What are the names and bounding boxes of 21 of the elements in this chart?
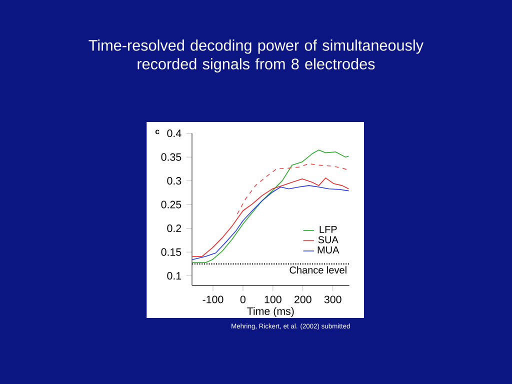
ref-line-label: Chance level	[290, 266, 346, 274]
y-tick-label: 0.15	[161, 248, 182, 256]
y-tick-label: 0.25	[161, 200, 182, 208]
x-tick-label: 0	[240, 296, 246, 304]
x-tick-label: -100	[202, 296, 224, 304]
y-tick-label: 0.35	[161, 153, 182, 161]
chart-title: Time-resolved decoding power of simultaneously recorded signals from 8 electrodes	[88, 40, 424, 72]
x-tick-label: 200	[294, 296, 312, 304]
y-tick-label: 0.4	[167, 130, 182, 138]
x-tick-label: 100	[264, 296, 282, 304]
text: c	[155, 130, 160, 134]
line-series	[192, 150, 350, 263]
legend-label: LFP	[320, 226, 337, 233]
legend-label: SUA	[318, 236, 338, 244]
x-tick-label: 300	[324, 296, 342, 304]
y-tick-label: 0.2	[167, 224, 182, 232]
line-series	[236, 163, 350, 214]
x-axis-title: Time (ms)	[247, 307, 294, 318]
y-tick-label: 0.1	[167, 272, 182, 280]
legend-label: MUA	[318, 246, 340, 254]
y-tick-label: 0.3	[167, 177, 182, 185]
